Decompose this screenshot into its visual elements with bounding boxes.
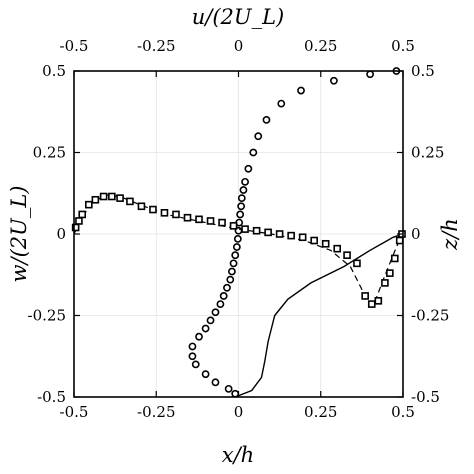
w-profile-point bbox=[321, 239, 330, 248]
right-tick-label: -0.5 bbox=[411, 388, 440, 406]
w-profile-point bbox=[264, 228, 272, 237]
w-profile-series bbox=[71, 192, 406, 308]
bottom-tick-label: 0.25 bbox=[304, 403, 337, 421]
w-profile-point bbox=[116, 194, 124, 202]
w-profile-point bbox=[395, 236, 404, 245]
w-profile-point bbox=[381, 279, 389, 287]
left-tick-label: 0 bbox=[56, 225, 66, 243]
bottom-tick-label: 0 bbox=[234, 403, 244, 421]
u-profile-point bbox=[244, 164, 253, 173]
w-profile-point bbox=[374, 297, 383, 305]
w-profile-point bbox=[333, 244, 342, 253]
u-profile-point bbox=[277, 99, 286, 108]
w-profile-point bbox=[229, 222, 238, 230]
w-profile-point bbox=[195, 215, 203, 224]
left-tick-label: 0.25 bbox=[33, 144, 66, 162]
u-profile-point bbox=[188, 352, 197, 361]
w-profile-point bbox=[78, 210, 87, 219]
u-profile-point bbox=[211, 308, 220, 317]
u-profile-point bbox=[188, 342, 197, 351]
w-profile-point bbox=[206, 217, 215, 225]
u-profile-point bbox=[223, 283, 231, 292]
w-profile-point bbox=[386, 269, 394, 277]
bottom-axis-label: x/h bbox=[222, 443, 254, 467]
top-tick-label: 0 bbox=[234, 37, 244, 55]
right-tick-label: -0.25 bbox=[411, 307, 449, 325]
left-tick-label: -0.25 bbox=[28, 307, 66, 325]
bottom-tick-label: -0.25 bbox=[137, 403, 175, 421]
u-profile-point bbox=[237, 202, 246, 211]
w-profile-point bbox=[172, 210, 180, 219]
w-profile-point bbox=[353, 259, 361, 268]
w-profile-point bbox=[126, 197, 134, 206]
w-profile-point bbox=[91, 195, 100, 204]
right-tick-label: 0.25 bbox=[411, 144, 444, 162]
u-profile-point bbox=[229, 259, 238, 268]
w-profile-point bbox=[75, 217, 83, 225]
right-tick-label: 0.5 bbox=[411, 62, 435, 80]
right-tick-label: 0 bbox=[411, 225, 421, 243]
w-profile-point bbox=[361, 292, 369, 300]
u-profile-point bbox=[232, 243, 241, 251]
u-profile-point bbox=[262, 116, 271, 124]
w-profile-point bbox=[137, 202, 146, 211]
w-profile-point bbox=[343, 251, 351, 259]
top-tick-label: -0.5 bbox=[60, 37, 89, 55]
bottom-tick-label: -0.5 bbox=[60, 403, 89, 421]
u-profile-point bbox=[233, 234, 242, 243]
right-axis-label: z/h bbox=[438, 218, 462, 251]
w-profile-point bbox=[149, 205, 157, 214]
w-profile-point bbox=[287, 231, 295, 240]
u-profile-curve bbox=[234, 233, 404, 398]
w-profile-point bbox=[99, 192, 108, 201]
w-profile-point bbox=[218, 218, 226, 227]
u-profile-point bbox=[201, 324, 210, 333]
top-tick-label: 0.5 bbox=[391, 37, 415, 55]
left-tick-label: 0.5 bbox=[42, 62, 66, 80]
u-profile-point bbox=[231, 389, 240, 398]
ticks bbox=[73, 70, 404, 398]
w-profile-point bbox=[183, 213, 192, 222]
left-tick-label: -0.5 bbox=[37, 388, 66, 406]
u-profile-point bbox=[237, 194, 246, 203]
u-profile-point bbox=[228, 267, 236, 276]
u-profile-point bbox=[297, 86, 305, 95]
u-profile-point bbox=[239, 186, 248, 194]
u-profile-point bbox=[219, 292, 228, 300]
u-profile-point bbox=[366, 70, 374, 79]
u-profile-point bbox=[236, 210, 245, 219]
top-tick-label: -0.25 bbox=[137, 37, 175, 55]
u-profile-point bbox=[241, 177, 249, 186]
u-profile-point bbox=[211, 378, 220, 387]
w-profile-point bbox=[367, 300, 376, 308]
w-profile-point bbox=[252, 226, 261, 235]
series-layer bbox=[71, 67, 406, 398]
u-profile-point bbox=[330, 76, 338, 85]
u-profile-series bbox=[188, 67, 404, 398]
u-profile-point bbox=[249, 148, 258, 157]
u-profile-point bbox=[224, 384, 233, 393]
u-profile-point bbox=[231, 251, 240, 260]
bottom-tick-label: 0.5 bbox=[391, 403, 415, 421]
top-tick-label: 0.25 bbox=[304, 37, 337, 55]
u-profile-point bbox=[216, 300, 225, 308]
w-profile-point bbox=[85, 200, 93, 209]
u-profile-point bbox=[191, 360, 200, 369]
w-profile-point bbox=[310, 236, 318, 245]
u-profile-point bbox=[195, 332, 203, 341]
u-profile-point bbox=[206, 316, 215, 325]
top-axis-label: u/(2U_L) bbox=[192, 5, 285, 29]
w-profile-point bbox=[108, 192, 116, 201]
u-profile-point bbox=[226, 275, 235, 284]
w-profile-point bbox=[241, 225, 249, 233]
w-profile-point bbox=[298, 233, 307, 242]
w-profile-point bbox=[160, 209, 169, 217]
w-profile-point bbox=[275, 230, 284, 238]
u-profile-point bbox=[201, 370, 210, 379]
w-profile-point bbox=[390, 254, 399, 263]
u-profile-point bbox=[254, 132, 263, 141]
left-axis-label: w/(2U_L) bbox=[7, 186, 31, 283]
